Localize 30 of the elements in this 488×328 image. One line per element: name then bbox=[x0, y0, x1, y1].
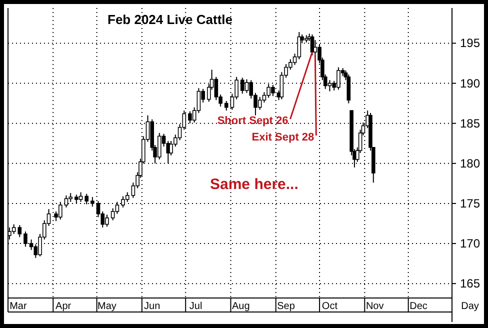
candlestick bbox=[110, 208, 115, 221]
x-tick-label: May bbox=[98, 301, 116, 312]
x-tick-label: Oct bbox=[322, 301, 338, 312]
y-tick-label: 165 bbox=[460, 276, 480, 291]
y-tick-label: 175 bbox=[460, 196, 480, 210]
y-tick-label: 190 bbox=[460, 76, 480, 90]
candlestick bbox=[12, 224, 16, 234]
candlestick bbox=[125, 192, 130, 202]
chart-title: Feb 2024 Live Cattle bbox=[108, 12, 232, 27]
x-axis-title: Day bbox=[461, 301, 479, 312]
x-tick-label: Aug bbox=[232, 301, 250, 312]
annotation: Short Sept 26 bbox=[217, 115, 288, 128]
annotation: Same here... bbox=[210, 176, 298, 193]
x-tick-label: Jul bbox=[189, 301, 202, 312]
candlestick bbox=[157, 132, 162, 160]
candlestick bbox=[18, 224, 22, 238]
y-tick-label: 185 bbox=[460, 116, 480, 130]
y-tick-label: 195 bbox=[460, 36, 480, 50]
y-tick-label: 180 bbox=[460, 156, 480, 170]
candlestick bbox=[328, 80, 332, 92]
x-tick-label: Mar bbox=[10, 301, 28, 312]
candlestick bbox=[214, 76, 218, 101]
x-tick-label: Jun bbox=[144, 301, 160, 312]
x-tick-label: Dec bbox=[410, 301, 428, 312]
x-tick-label: Apr bbox=[56, 301, 72, 312]
candlestick bbox=[258, 96, 262, 110]
y-tick-label: 170 bbox=[460, 236, 480, 251]
x-tick-label: Nov bbox=[366, 301, 384, 312]
x-tick-label: Sep bbox=[277, 301, 296, 312]
annotation: Exit Sept 28 bbox=[252, 131, 314, 144]
